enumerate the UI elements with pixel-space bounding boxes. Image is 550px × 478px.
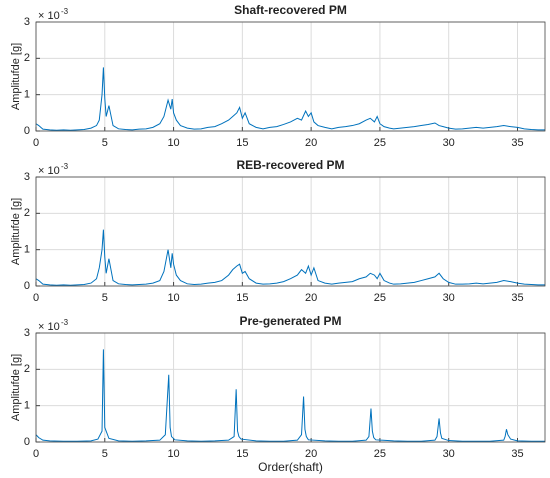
x-tick-label: 25 (374, 448, 386, 460)
y-tick-label: 0 (24, 280, 30, 292)
spectrum-line (35, 229, 545, 286)
x-tick-label: 15 (236, 448, 248, 460)
y-tick-label: 1 (24, 400, 30, 412)
x-tick-label: 35 (511, 448, 523, 460)
x-tick-label: 30 (443, 292, 455, 304)
chart-title: Pre-generated PM (239, 314, 341, 328)
subplot: 0 5 10 15 20 25 30 35 0 1 2 3 Pre-generated PM × 10 -3… (10, 314, 546, 474)
x-tick-label: 0 (33, 448, 39, 460)
plot-area (36, 177, 545, 286)
chart-title: Shaft-recovered PM (234, 3, 347, 17)
y-tick-label: 1 (24, 89, 30, 101)
x-tick-label: 30 (443, 448, 455, 460)
x-tick-label: 35 (511, 292, 523, 304)
x-axis-label: Order(shaft) (258, 460, 323, 474)
y-tick-label: 1 (24, 244, 30, 256)
chart-title: REB-recovered PM (236, 158, 344, 172)
y-axis-label: Amplitufde [g] (10, 198, 22, 265)
y-tick-label: 3 (24, 327, 30, 339)
plot-frame (35, 332, 546, 443)
spectrum-line (35, 67, 545, 131)
x-tick-label: 20 (305, 448, 317, 460)
x-tick-label: 5 (102, 448, 108, 460)
y-tick-label: 3 (24, 16, 30, 28)
x-tick-label: 0 (33, 292, 39, 304)
y-tick-label: 2 (24, 52, 30, 64)
x-tick-label: 25 (374, 137, 386, 149)
x-tick-label: 15 (236, 292, 248, 304)
y-tick-label: 0 (24, 125, 30, 137)
y-axis-label: Amplitufde [g] (10, 354, 22, 421)
subplot: 0 5 10 15 20 25 30 35 0 1 2 3 REB-recovered PM × 10 -3… (10, 158, 546, 304)
y-multiplier: × 10 (38, 321, 60, 333)
y-tick-label: 0 (24, 436, 30, 448)
plot-area (36, 22, 545, 131)
x-tick-label: 30 (443, 137, 455, 149)
plot-frame (35, 21, 546, 132)
y-tick-label: 2 (24, 207, 30, 219)
y-tick-label: 3 (24, 171, 30, 183)
x-tick-label: 5 (102, 137, 108, 149)
y-multiplier: × 10 (38, 10, 60, 22)
y-multiplier-exponent: -3 (61, 7, 69, 16)
x-tick-label: 20 (305, 137, 317, 149)
x-tick-label: 5 (102, 292, 108, 304)
x-tick-label: 0 (33, 137, 39, 149)
subplot: 0 5 10 15 20 25 30 35 0 1 2 3 Shaft-recovered PM × 10… (10, 3, 546, 149)
y-multiplier-exponent: -3 (61, 162, 69, 171)
x-tick-label: 10 (167, 137, 179, 149)
plot-frame (35, 176, 546, 287)
x-tick-label: 20 (305, 292, 317, 304)
spectrum-line (35, 349, 545, 442)
x-tick-label: 35 (511, 137, 523, 149)
y-multiplier-exponent: -3 (61, 318, 69, 327)
x-tick-label: 15 (236, 137, 248, 149)
y-tick-label: 2 (24, 363, 30, 375)
x-tick-label: 10 (167, 448, 179, 460)
plot-area (36, 333, 545, 442)
x-tick-label: 10 (167, 292, 179, 304)
x-tick-label: 25 (374, 292, 386, 304)
y-multiplier: × 10 (38, 165, 60, 177)
y-axis-label: Amplitufde [g] (10, 43, 22, 110)
